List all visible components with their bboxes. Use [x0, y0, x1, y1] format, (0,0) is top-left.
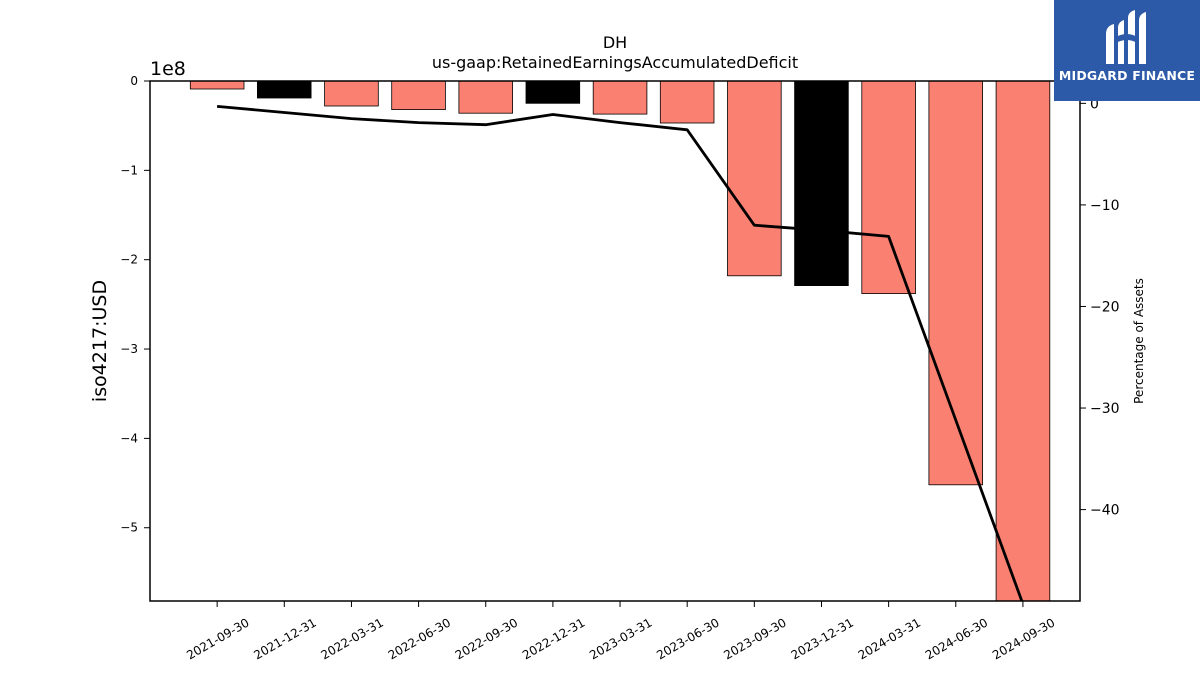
plot-frame — [149, 80, 1081, 602]
bar-2023-03-31 — [592, 80, 648, 115]
midgard-finance-logo: MIDGARD FINANCE — [1054, 0, 1200, 101]
x-tick-label: 2024-03-31 — [856, 615, 923, 662]
x-tick-label: 2024-09-30 — [990, 615, 1057, 662]
bar-2024-06-30 — [928, 80, 984, 486]
x-tick-label: 2023-03-31 — [587, 615, 654, 662]
x-tick-label: 2022-06-30 — [386, 615, 453, 662]
y-axis-label: iso4217:USD — [89, 280, 111, 402]
x-tick-label: 2021-09-30 — [184, 615, 251, 662]
x-tick-label: 2022-12-31 — [520, 615, 587, 662]
y-axis-left: 0 −1 −2 −3 −4 −5 — [120, 74, 150, 535]
chart-title: DH — [603, 33, 627, 52]
bar-2022-03-31 — [324, 80, 379, 107]
y2-tick-label: −10 — [1090, 198, 1120, 214]
x-tick-label: 2021-12-31 — [251, 615, 318, 662]
y-tick-label: −3 — [120, 342, 138, 356]
x-tick-label: 2024-06-30 — [923, 615, 990, 662]
percentage-of-assets-line — [216, 105, 1024, 601]
bar-2023-12-31 — [794, 80, 849, 287]
y-axis-right: 0 −10 −20 −30 −40 — [1080, 96, 1120, 519]
y-tick-label: −1 — [120, 163, 138, 177]
bar-2023-06-30 — [659, 80, 715, 124]
x-axis: 2021-09-30 2021-12-31 2022-03-31 2022-06-30… — [184, 601, 1057, 662]
y-tick-label: 0 — [130, 74, 138, 88]
bar-2024-09-30 — [995, 80, 1051, 602]
y-tick-label: −5 — [120, 521, 138, 535]
y2-tick-label: −20 — [1090, 299, 1120, 315]
y-multiplier-label: 1e8 — [150, 58, 186, 80]
x-tick-label: 2023-06-30 — [654, 615, 721, 662]
x-tick-label: 2023-12-31 — [789, 615, 856, 662]
bar-2021-09-30 — [189, 80, 245, 90]
y-tick-label: −2 — [120, 253, 138, 267]
x-tick-label: 2022-03-31 — [318, 615, 385, 662]
x-tick-label: 2022-09-30 — [453, 615, 520, 662]
y2-tick-label: 0 — [1090, 96, 1099, 112]
bar-2022-12-31 — [525, 80, 581, 104]
bars — [189, 80, 1051, 602]
bar-2022-09-30 — [458, 80, 513, 114]
x-tick-label: 2023-09-30 — [721, 615, 788, 662]
logo-mark-icon — [1106, 10, 1146, 64]
bar-2024-03-31 — [861, 80, 916, 295]
logo-text: MIDGARD FINANCE — [1058, 68, 1196, 83]
line-layer — [216, 105, 1024, 601]
y-tick-label: −4 — [120, 431, 138, 445]
y2-tick-label: −40 — [1090, 503, 1120, 519]
bar-2023-09-30 — [727, 80, 782, 277]
bar-2022-06-30 — [391, 80, 446, 111]
y2-tick-label: −30 — [1090, 401, 1120, 417]
chart-subtitle: us-gaap:RetainedEarningsAccumulatedDefic… — [432, 53, 798, 72]
bar-2021-12-31 — [256, 80, 312, 99]
y2-axis-label: Percentage of Assets — [1132, 278, 1146, 404]
